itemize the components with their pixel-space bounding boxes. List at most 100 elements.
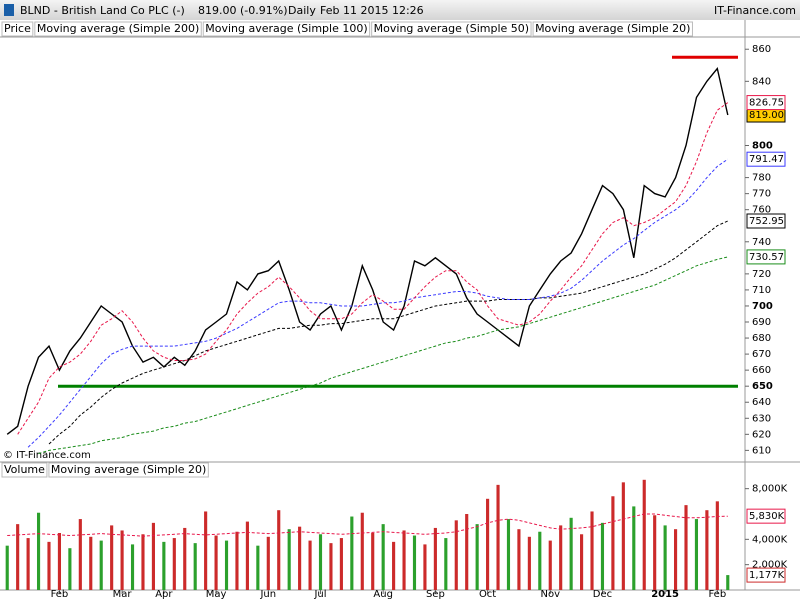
volume-bar [392, 541, 396, 590]
y-tick-label: 800 [752, 141, 773, 152]
volume-bar [99, 540, 103, 590]
moving-average-line [7, 513, 728, 537]
legend-entry: Moving average (Simple 20) [51, 463, 206, 476]
volume-bar [172, 538, 176, 590]
volume-bar [433, 527, 437, 590]
y-tick-label: 670 [752, 349, 771, 360]
volume-bar [266, 536, 270, 590]
header-icon [4, 4, 14, 16]
x-tick-label: 2015 [651, 589, 679, 600]
legend-box [34, 21, 202, 37]
source: IT-Finance.com [714, 4, 796, 17]
volume-bar [350, 516, 354, 590]
x-tick-label: Jul [313, 589, 326, 600]
volume-bar [68, 548, 72, 590]
y-tick-label: 840 [752, 76, 771, 87]
volume-bar [371, 533, 375, 590]
volume-bar [120, 530, 124, 590]
end-label-box [746, 151, 786, 167]
volume-bar [298, 526, 302, 590]
volume-bar [36, 512, 41, 590]
volume-bar [715, 501, 719, 590]
y-tick-label: 690 [752, 317, 771, 328]
moving-average-line [38, 256, 728, 455]
y-tick-label: 780 [752, 173, 771, 184]
header-bar [0, 0, 800, 20]
volume-bar [673, 529, 678, 590]
y-tick-label: 710 [752, 285, 771, 296]
y-tick-label: 8,000K [752, 484, 788, 495]
volume-bar [694, 519, 699, 590]
end-label-box [746, 213, 786, 229]
end-label-box [746, 567, 786, 583]
volume-bar [580, 534, 584, 590]
volume-bar [130, 544, 135, 590]
y-tick-label: 610 [752, 445, 771, 456]
y-tick-label: 660 [752, 365, 771, 376]
end-label: 826.75 [749, 98, 784, 109]
end-label: 752.95 [749, 216, 784, 227]
legend-box [1, 21, 34, 37]
volume-bar [465, 514, 469, 590]
quote: 819.00 (-0.91%) [198, 4, 287, 17]
volume-bar [5, 545, 9, 590]
volume-bar [204, 511, 208, 590]
y-tick-label: 4,000K [752, 534, 788, 545]
y-tick-label: 740 [752, 237, 771, 248]
volume-bar [538, 531, 542, 590]
legend-entry: Moving average (Simple 200) [37, 22, 199, 35]
volume-bar [193, 543, 197, 590]
legend-entry: Moving average (Simple 20) [535, 22, 690, 35]
volume-bar [183, 527, 187, 590]
x-tick-label: Apr [155, 589, 173, 600]
volume-bar [381, 524, 385, 590]
timestamp: Feb 11 2015 12:26 [320, 4, 424, 17]
volume-bar [224, 540, 229, 590]
end-label-box [746, 508, 786, 524]
legend-entry: Volume [4, 463, 45, 476]
volume-bar [600, 522, 605, 590]
volume-bar [454, 520, 458, 590]
volume-bar [214, 535, 218, 590]
x-tick-label: Sep [426, 589, 445, 600]
volume-bar [318, 534, 323, 590]
legend-box [202, 21, 371, 37]
volume-bar [360, 512, 364, 590]
volume-bar [705, 510, 709, 590]
volume-bar [559, 525, 563, 590]
volume-bar [517, 529, 521, 590]
volume-bar [590, 511, 594, 590]
volume-bar [496, 484, 500, 590]
y-tick-label: 700 [752, 301, 773, 312]
volume-bar [110, 525, 114, 590]
volume-bar [78, 519, 82, 590]
moving-average-line [27, 158, 729, 448]
volume-bar [151, 522, 155, 590]
moving-average-line [17, 102, 729, 435]
volume-bar [16, 524, 20, 590]
end-label-box [746, 249, 786, 265]
volume-bar [611, 496, 615, 590]
x-tick-label: May [206, 589, 227, 600]
volume-bar [402, 530, 406, 590]
legend-entry: Price [4, 22, 31, 35]
price-line [6, 66, 729, 435]
volume-bar [506, 519, 511, 590]
volume-bar [256, 545, 260, 590]
volume-bar [632, 506, 636, 590]
end-label: 1,177K [749, 570, 785, 581]
volume-bar [684, 505, 688, 590]
legend-entry: Moving average (Simple 100) [205, 22, 367, 35]
volume-bar [89, 536, 93, 590]
volume-bar [527, 536, 531, 590]
interval: Daily [288, 4, 316, 17]
y-tick-label: 680 [752, 333, 771, 344]
end-label-box [746, 95, 786, 111]
y-tick-label: 2,000K [752, 560, 788, 571]
volume-bar [412, 535, 417, 590]
volume-bar [339, 538, 343, 590]
volume-bar [277, 510, 281, 590]
legend-entry: Moving average (Simple 50) [374, 22, 529, 35]
legend-box [371, 21, 532, 37]
volume-bar [475, 524, 479, 590]
